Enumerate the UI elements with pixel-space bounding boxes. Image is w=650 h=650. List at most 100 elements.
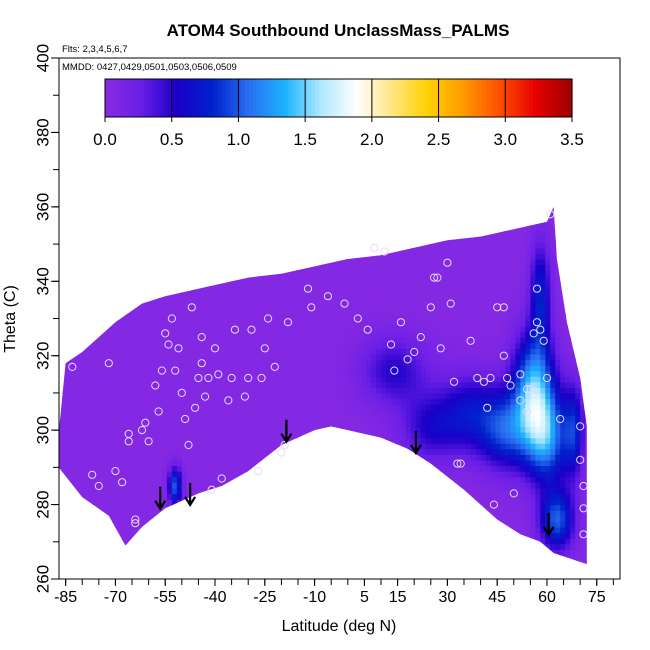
heatmap-cell (216, 515, 223, 522)
heatmap-cell (371, 515, 377, 522)
heatmap-cell (256, 560, 263, 565)
heatmap-cell (336, 381, 342, 388)
heatmap-cell (201, 286, 208, 294)
heatmap-cell (211, 543, 218, 550)
heatmap-cell (306, 219, 312, 227)
heatmap-cell (321, 437, 327, 444)
heatmap-cell (206, 314, 213, 321)
heatmap-cell (206, 404, 213, 411)
heatmap-cell (246, 387, 253, 394)
heatmap-cell (306, 253, 312, 260)
heatmap-cell (196, 370, 203, 377)
heatmap-cell (186, 359, 193, 366)
heatmap-cell (146, 426, 153, 433)
heatmap-cell (216, 247, 223, 254)
heatmap-cell (371, 426, 377, 433)
heatmap-cell (171, 549, 178, 556)
heatmap-cell (201, 398, 208, 405)
heatmap-cell (176, 206, 183, 210)
heatmap-cell (171, 521, 178, 528)
heatmap-cell (206, 420, 213, 428)
heatmap-cell (132, 437, 138, 444)
heatmap-cell (400, 320, 407, 327)
heatmap-cell (52, 399, 58, 405)
heatmap-cell (321, 231, 327, 238)
heatmap-cell (380, 320, 387, 327)
heatmap-cell (236, 420, 243, 428)
heatmap-cell (226, 270, 233, 277)
heatmap-cell (351, 476, 357, 483)
heatmap-cell (226, 526, 233, 534)
heatmap-cell (87, 292, 93, 299)
heatmap-cell (341, 493, 347, 500)
heatmap-cell (276, 549, 283, 556)
heatmap-cell (137, 420, 143, 428)
heatmap-cell (72, 225, 78, 232)
heatmap-cell (176, 214, 183, 221)
heatmap-cell (266, 208, 273, 215)
heatmap-cell (351, 359, 357, 366)
heatmap-cell (67, 206, 73, 210)
heatmap-cell (420, 432, 427, 439)
heatmap-cell (251, 231, 258, 238)
heatmap-cell (181, 465, 188, 472)
heatmap-cell (226, 231, 233, 238)
heatmap-cell (62, 443, 68, 450)
heatmap-cell (59, 482, 63, 489)
heatmap-cell (112, 448, 118, 455)
heatmap-cell (137, 549, 143, 556)
heatmap-cell (385, 387, 392, 394)
heatmap-cell (316, 247, 322, 254)
heatmap-cell (405, 342, 412, 349)
heatmap-cell (59, 515, 63, 522)
heatmap-cell (62, 208, 68, 215)
heatmap-cell (92, 554, 98, 561)
heatmap-cell (201, 253, 208, 260)
heatmap-cell (400, 543, 407, 550)
heatmap-cell (385, 219, 392, 227)
heatmap-cell (147, 566, 153, 572)
heatmap-cell (390, 515, 397, 522)
heatmap-cell (241, 409, 248, 416)
heatmap-cell (151, 437, 158, 444)
heatmap-cell (151, 549, 158, 556)
heatmap-cell (231, 504, 238, 511)
heatmap-cell (271, 409, 278, 416)
heatmap-cell (201, 560, 208, 565)
heatmap-cell (59, 420, 63, 428)
heatmap-cell (336, 532, 342, 539)
heatmap-cell (102, 298, 108, 305)
heatmap-cell (62, 337, 68, 344)
heatmap-cell (231, 331, 238, 338)
heatmap-cell (341, 353, 347, 361)
heatmap-cell (67, 320, 73, 327)
heatmap-cell (261, 443, 268, 450)
heatmap-cell (241, 437, 248, 444)
heatmap-cell (376, 543, 382, 550)
heatmap-cell (361, 510, 367, 517)
heatmap-cell (82, 270, 88, 277)
heatmap-cell (390, 253, 397, 260)
heatmap-cell (216, 521, 223, 528)
heatmap-cell (266, 426, 273, 433)
heatmap-cell (246, 214, 253, 221)
heatmap-cell (211, 459, 218, 467)
heatmap-cell (87, 231, 93, 238)
heatmap-cell (141, 432, 148, 439)
heatmap-cell (351, 258, 357, 266)
heatmap-cell (286, 426, 292, 433)
heatmap-cell (291, 448, 297, 455)
heatmap-cell (380, 476, 387, 483)
heatmap-cell (52, 471, 58, 477)
heatmap-cell (316, 370, 322, 377)
heatmap-cell (415, 247, 422, 254)
heatmap-cell (117, 286, 123, 294)
heatmap-cell (361, 432, 367, 439)
heatmap-cell (306, 303, 312, 310)
heatmap-cell (112, 353, 118, 361)
heatmap-cell (72, 532, 78, 539)
heatmap-cell (241, 432, 248, 439)
heatmap-cell (326, 370, 332, 377)
heatmap-cell (161, 465, 168, 472)
heatmap-cell (380, 515, 387, 522)
